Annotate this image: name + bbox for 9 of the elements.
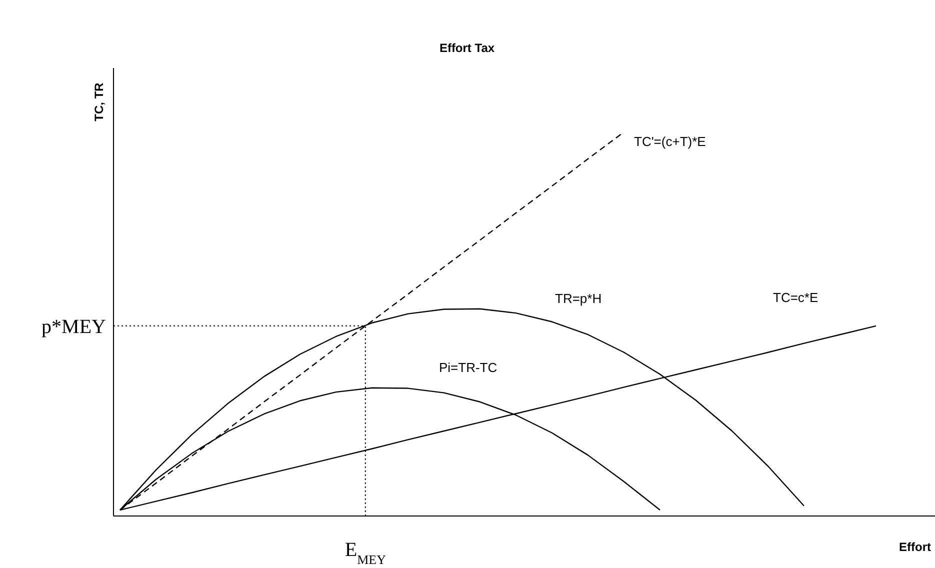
x-axis-title: Effort xyxy=(899,540,931,554)
y-axis-title: TC, TR xyxy=(92,82,106,122)
text: E$_{MEY}$ xyxy=(344,539,387,566)
ref-line-label: p*MEY xyxy=(42,316,106,338)
chart-title: Effort Tax xyxy=(439,41,495,55)
text: TC=c*E xyxy=(773,290,818,305)
series-label: TR=p*H xyxy=(555,290,602,306)
series-label: TC'=(c+T)*E xyxy=(634,134,706,149)
series-label: Pi=TR-TC xyxy=(439,360,498,375)
